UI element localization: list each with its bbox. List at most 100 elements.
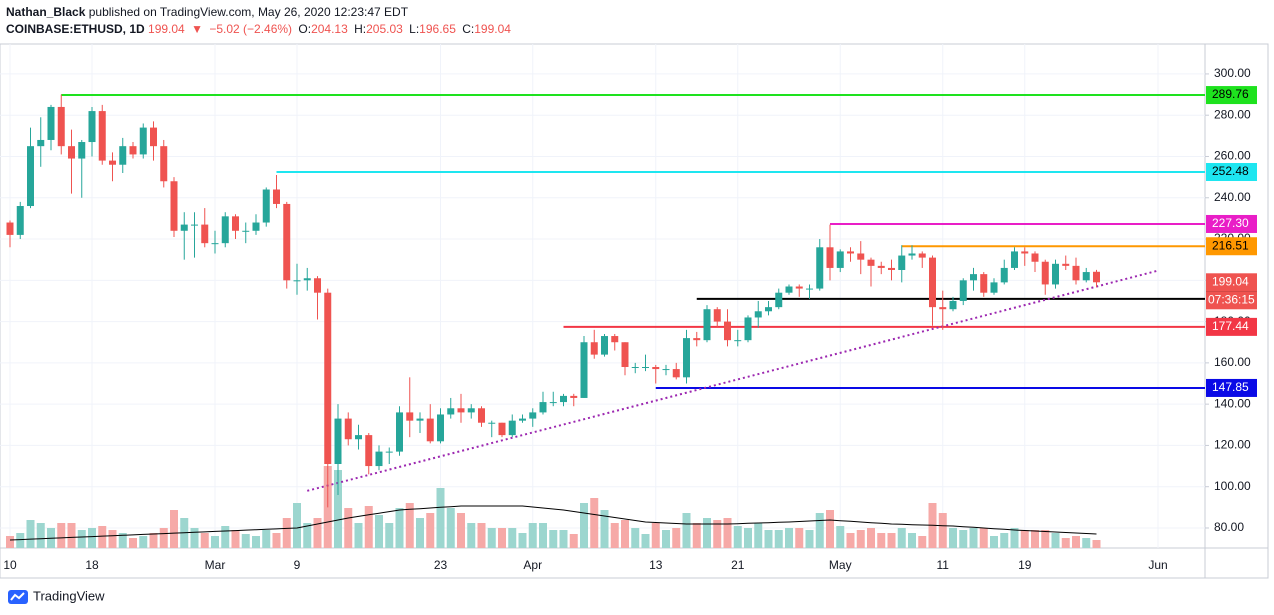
volume-bar: [1000, 533, 1009, 548]
candle-body: [570, 395, 578, 398]
candle-body: [754, 311, 762, 318]
candle-body: [88, 111, 96, 143]
candle-body: [37, 139, 45, 147]
volume-bar: [877, 533, 886, 548]
y-tick-label: 260.00: [1214, 149, 1251, 163]
candle-body: [1062, 263, 1070, 266]
candle-body: [16, 206, 24, 235]
candle-body: [601, 336, 608, 355]
level-tag: [1206, 163, 1257, 182]
volume-bar: [405, 503, 414, 548]
volume-bar: [1010, 528, 1019, 548]
candle-body: [970, 274, 977, 281]
volume-bar: [139, 536, 148, 548]
y-tick-label: 160.00: [1214, 355, 1251, 369]
candle-body: [221, 216, 229, 244]
candle-body: [980, 274, 988, 293]
candle-body: [775, 292, 783, 308]
level-tag: [1206, 378, 1257, 397]
candle-body: [68, 146, 75, 159]
price-tag-label: 199.04: [1212, 274, 1249, 288]
candle-body: [498, 422, 506, 436]
countdown-label: 07:36:15: [1208, 292, 1255, 306]
volume-bar: [908, 533, 916, 548]
volume-bar: [846, 533, 855, 548]
logo-text: TradingView: [33, 588, 105, 603]
volume-bar: [170, 510, 178, 548]
trendline: [306, 269, 1159, 492]
volume-bar: [159, 528, 168, 548]
candle-body: [344, 418, 352, 440]
volume-bar: [672, 528, 681, 548]
volume-bar: [477, 523, 486, 548]
volume-bar: [149, 533, 158, 548]
candle-body: [488, 422, 496, 424]
volume-bar: [703, 518, 711, 548]
candle-body: [560, 395, 567, 403]
candle-body: [252, 222, 260, 231]
volume-bar: [559, 530, 568, 548]
candle-body: [785, 286, 793, 293]
candle-body: [129, 146, 137, 155]
candle-body: [447, 408, 455, 415]
y-tick-label: 300.00: [1214, 66, 1251, 80]
volume-bar: [313, 518, 322, 548]
level-tag-label: 252.48: [1212, 164, 1249, 178]
volume-bar: [692, 523, 701, 548]
volume-bar: [856, 530, 865, 548]
volume-bar: [129, 538, 137, 548]
volume-bar: [221, 526, 230, 548]
level-tag: [1206, 86, 1257, 105]
volume-bar: [16, 533, 25, 548]
volume-bar: [334, 470, 342, 548]
ohlc-value: 199.04: [474, 22, 511, 36]
candle-body: [918, 253, 926, 258]
ohlc-label: H:: [354, 22, 367, 36]
x-tick-label: 23: [434, 558, 448, 572]
x-tick-label: 11: [937, 558, 950, 572]
volume-bar: [1051, 533, 1060, 548]
volume-bar: [487, 528, 496, 548]
volume-bar: [395, 508, 404, 548]
header-line: Nathan_Black published on TradingView.co…: [6, 4, 514, 21]
countdown-tag: [1206, 291, 1257, 310]
volume-bar: [272, 533, 281, 548]
volume-bar: [590, 498, 599, 548]
level-tag-label: 177.44: [1212, 319, 1249, 333]
volume-bar: [385, 523, 394, 548]
level-tag-label: 216.51: [1212, 238, 1249, 252]
volume-bar: [887, 533, 896, 548]
volume-bar: [897, 528, 906, 548]
volume-bar: [549, 530, 558, 548]
level-tag-label: 227.30: [1212, 216, 1249, 230]
volume-bar: [795, 528, 804, 548]
candle-body: [98, 111, 106, 161]
volume-bar: [446, 508, 455, 548]
ohlc-label: L:: [409, 22, 420, 36]
candle-body: [1072, 265, 1080, 281]
candle-body: [580, 342, 588, 398]
candle-body: [396, 412, 403, 452]
candle-body: [6, 222, 14, 235]
ohlc-value: 205.03: [366, 22, 403, 36]
candle-body: [724, 321, 731, 341]
candle-body: [426, 418, 434, 442]
candle-body: [1093, 271, 1100, 283]
frame: [0, 43, 1269, 579]
ohlc-label: C:: [462, 22, 475, 36]
volume-bar: [785, 528, 793, 548]
volume-bar: [241, 534, 250, 548]
candle-body: [929, 257, 936, 308]
candle-body: [826, 247, 834, 268]
candle-body: [365, 435, 373, 467]
candle-body: [652, 366, 660, 370]
volume-bar: [211, 536, 219, 548]
volume-bar: [682, 513, 691, 548]
candle-body: [611, 336, 619, 343]
candle-body: [1031, 253, 1039, 262]
volume-bar: [733, 526, 742, 548]
level-tag-label: 289.76: [1212, 87, 1249, 101]
volume-bar: [354, 523, 363, 548]
candle-body: [621, 342, 629, 367]
